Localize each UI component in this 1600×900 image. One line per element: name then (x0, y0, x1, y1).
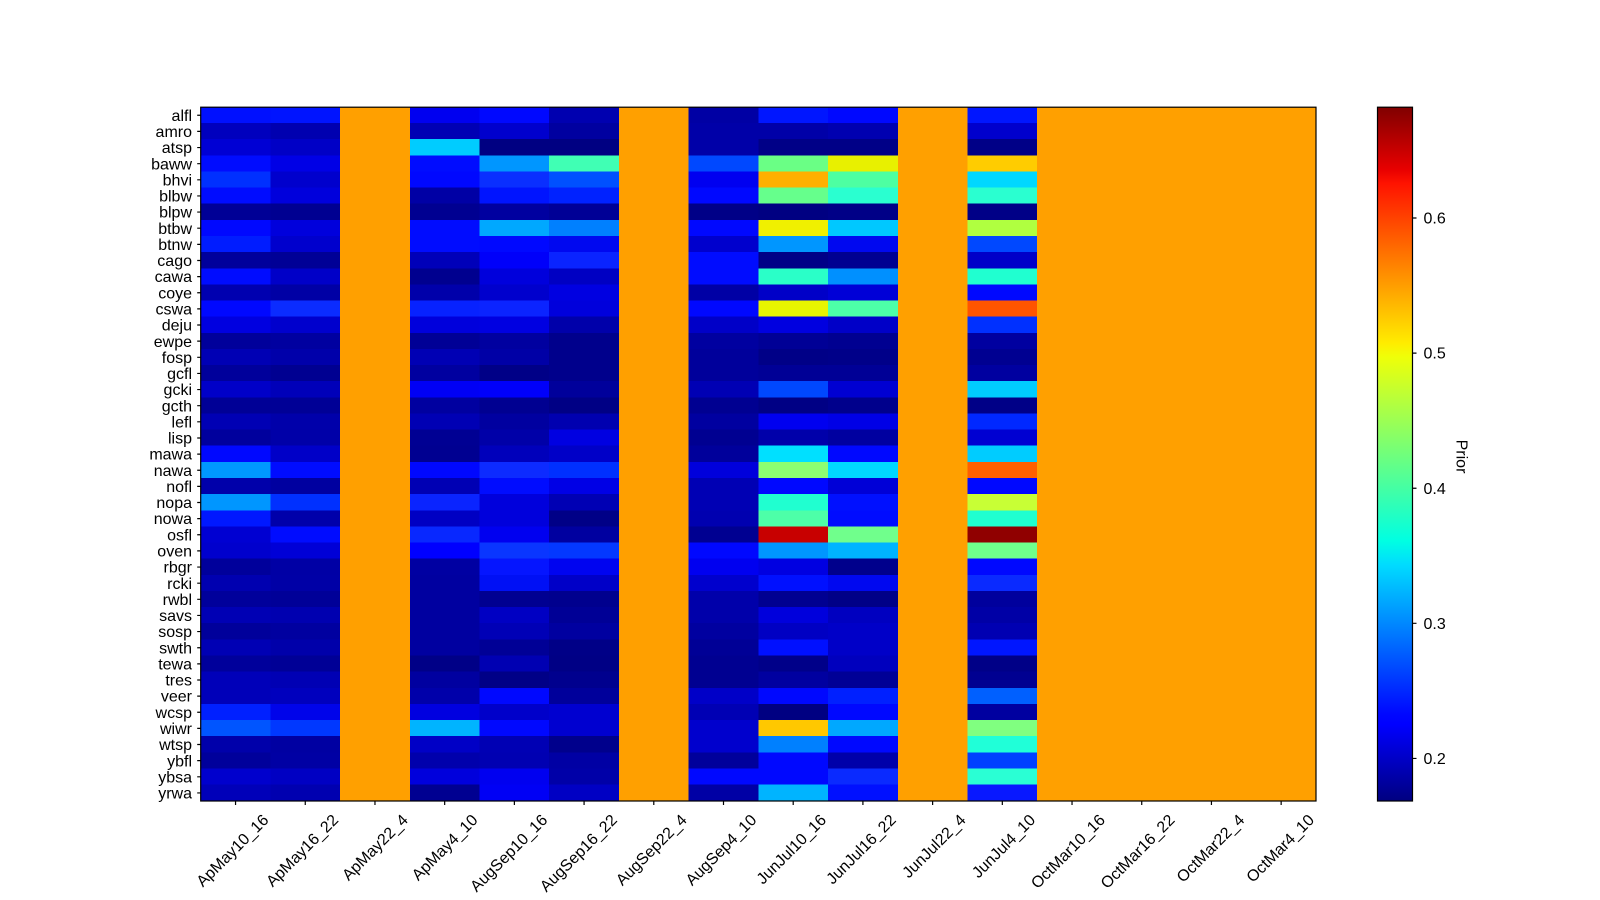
svg-text:wiwr: wiwr (159, 721, 193, 738)
svg-text:amro: amro (156, 124, 193, 141)
svg-text:lefl: lefl (172, 414, 192, 431)
svg-text:coye: coye (158, 285, 192, 302)
svg-text:gcth: gcth (162, 398, 192, 415)
svg-text:0.6: 0.6 (1424, 211, 1446, 228)
svg-text:btnw: btnw (158, 237, 192, 254)
svg-text:baww: baww (151, 156, 192, 173)
svg-text:nopa: nopa (156, 495, 192, 512)
svg-text:wcsp: wcsp (155, 705, 193, 722)
svg-text:blbw: blbw (159, 189, 192, 206)
svg-text:bhvi: bhvi (163, 172, 192, 189)
svg-text:cago: cago (157, 253, 192, 270)
svg-text:sosp: sosp (158, 624, 192, 641)
svg-text:atsp: atsp (162, 140, 192, 157)
svg-text:0.2: 0.2 (1424, 751, 1446, 768)
svg-text:cswa: cswa (156, 301, 193, 318)
svg-text:ybsa: ybsa (158, 769, 192, 786)
svg-text:gcki: gcki (164, 382, 192, 399)
svg-text:fosp: fosp (162, 350, 192, 367)
svg-text:0.3: 0.3 (1424, 616, 1446, 633)
svg-text:ewpe: ewpe (154, 334, 192, 351)
svg-text:nawa: nawa (154, 463, 192, 480)
svg-text:gcfl: gcfl (167, 366, 192, 383)
svg-text:deju: deju (162, 318, 192, 335)
svg-text:wtsp: wtsp (158, 737, 192, 754)
svg-text:cawa: cawa (155, 269, 192, 286)
svg-text:swth: swth (159, 640, 192, 657)
svg-text:blpw: blpw (159, 205, 192, 222)
svg-text:mawa: mawa (149, 447, 192, 464)
svg-text:oven: oven (157, 544, 192, 561)
svg-text:Prior: Prior (1453, 440, 1470, 474)
svg-text:savs: savs (159, 608, 192, 625)
svg-text:tres: tres (165, 673, 192, 690)
svg-text:nowa: nowa (154, 511, 192, 528)
svg-text:0.5: 0.5 (1424, 346, 1446, 363)
svg-text:tewa: tewa (158, 656, 192, 673)
svg-text:rcki: rcki (167, 576, 192, 593)
svg-text:osfl: osfl (167, 527, 192, 544)
svg-text:0.4: 0.4 (1424, 481, 1446, 498)
svg-text:rwbl: rwbl (163, 592, 192, 609)
svg-text:veer: veer (161, 689, 193, 706)
svg-text:btbw: btbw (158, 221, 192, 238)
svg-text:alfl: alfl (172, 108, 192, 125)
svg-text:rbgr: rbgr (164, 560, 193, 577)
svg-text:lisp: lisp (168, 431, 192, 448)
svg-text:yrwa: yrwa (158, 786, 192, 803)
svg-text:ybfl: ybfl (167, 753, 192, 770)
svg-text:nofl: nofl (166, 479, 192, 496)
